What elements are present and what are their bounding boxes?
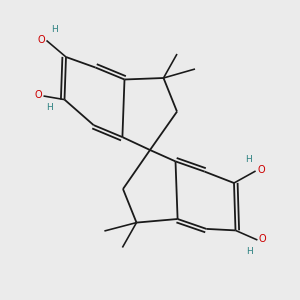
Text: H: H: [51, 26, 57, 34]
Text: H: H: [247, 248, 253, 256]
Text: O: O: [38, 35, 45, 45]
Text: H: H: [245, 154, 251, 164]
Text: H: H: [46, 103, 53, 112]
Text: O: O: [259, 234, 266, 244]
Text: O: O: [257, 165, 265, 176]
Text: O: O: [34, 90, 42, 100]
